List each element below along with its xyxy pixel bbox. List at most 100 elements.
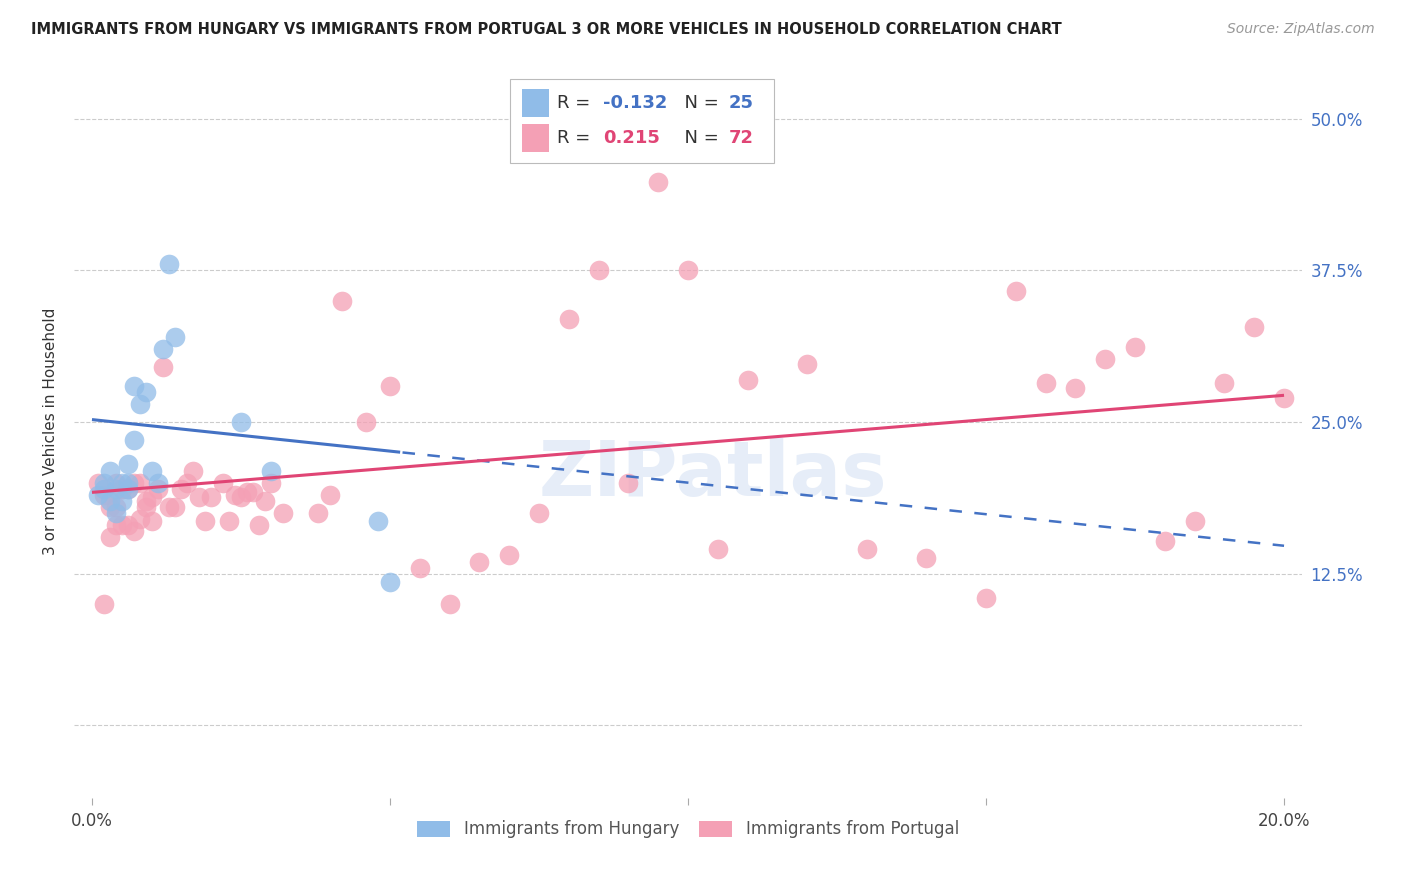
Legend: Immigrants from Hungary, Immigrants from Portugal: Immigrants from Hungary, Immigrants from… [411, 814, 966, 845]
Point [117, 482, 139, 496]
Point [122, 524, 145, 539]
Point [170, 482, 193, 496]
Point [229, 490, 252, 504]
Text: 25: 25 [728, 94, 754, 112]
Point [128, 475, 150, 490]
Point [378, 378, 401, 392]
Point [200, 490, 222, 504]
Point [104, 500, 127, 514]
Point [141, 464, 163, 478]
Text: N =: N = [673, 94, 724, 112]
Point [117, 518, 139, 533]
Point [676, 263, 699, 277]
Point [135, 384, 157, 399]
Point [707, 542, 730, 557]
Point [117, 475, 139, 490]
Point [1243, 320, 1265, 334]
Point [1184, 515, 1206, 529]
Point [104, 482, 127, 496]
Point [218, 515, 240, 529]
Point [128, 397, 150, 411]
Point [737, 372, 759, 386]
Point [247, 518, 270, 533]
Point [111, 494, 134, 508]
Text: N =: N = [673, 129, 724, 147]
FancyBboxPatch shape [510, 78, 773, 163]
Point [141, 490, 163, 504]
Point [242, 485, 264, 500]
Point [212, 475, 235, 490]
Point [236, 485, 259, 500]
Point [98, 464, 121, 478]
Point [188, 490, 211, 504]
Text: IMMIGRANTS FROM HUNGARY VS IMMIGRANTS FROM PORTUGAL 3 OR MORE VEHICLES IN HOUSEH: IMMIGRANTS FROM HUNGARY VS IMMIGRANTS FR… [31, 22, 1062, 37]
Y-axis label: 3 or more Vehicles in Household: 3 or more Vehicles in Household [44, 308, 58, 555]
Point [111, 475, 134, 490]
Point [135, 500, 157, 514]
Text: R =: R = [557, 94, 596, 112]
Text: 72: 72 [728, 129, 754, 147]
Point [1064, 381, 1087, 395]
Point [128, 512, 150, 526]
Point [87, 488, 110, 502]
FancyBboxPatch shape [522, 89, 550, 117]
Text: Source: ZipAtlas.com: Source: ZipAtlas.com [1227, 22, 1375, 37]
Point [104, 518, 127, 533]
Point [224, 488, 246, 502]
Point [159, 500, 181, 514]
Point [378, 575, 401, 590]
Point [796, 357, 818, 371]
FancyBboxPatch shape [522, 124, 550, 153]
Point [260, 475, 283, 490]
Point [165, 500, 187, 514]
Point [122, 378, 145, 392]
Point [165, 330, 187, 344]
Point [915, 550, 938, 565]
Point [122, 433, 145, 447]
Text: -0.132: -0.132 [603, 94, 668, 112]
Point [253, 494, 276, 508]
Point [330, 293, 353, 308]
Point [271, 506, 294, 520]
Point [558, 311, 581, 326]
Text: 0.215: 0.215 [603, 129, 661, 147]
Point [527, 506, 550, 520]
Point [1123, 340, 1146, 354]
Point [122, 475, 145, 490]
Point [588, 263, 610, 277]
Point [87, 475, 110, 490]
Point [1272, 391, 1295, 405]
Point [111, 518, 134, 533]
Point [260, 464, 283, 478]
Point [93, 475, 115, 490]
Point [146, 482, 169, 496]
Point [1094, 351, 1116, 366]
Point [498, 549, 520, 563]
Point [229, 415, 252, 429]
Point [104, 475, 127, 490]
Point [141, 515, 163, 529]
Point [93, 482, 115, 496]
Point [104, 506, 127, 520]
Point [93, 488, 115, 502]
Point [111, 482, 134, 496]
Point [176, 475, 198, 490]
Point [181, 464, 204, 478]
Point [1213, 376, 1236, 391]
Point [152, 342, 174, 356]
Point [308, 506, 330, 520]
Point [135, 494, 157, 508]
Point [117, 458, 139, 472]
Point [98, 500, 121, 514]
Point [98, 530, 121, 544]
Point [146, 475, 169, 490]
Point [152, 360, 174, 375]
Point [1004, 284, 1026, 298]
Point [617, 475, 640, 490]
Point [98, 494, 121, 508]
Point [468, 555, 491, 569]
Point [647, 175, 669, 189]
Point [319, 488, 342, 502]
Text: ZIPatlas: ZIPatlas [538, 438, 887, 512]
Point [1035, 376, 1057, 391]
